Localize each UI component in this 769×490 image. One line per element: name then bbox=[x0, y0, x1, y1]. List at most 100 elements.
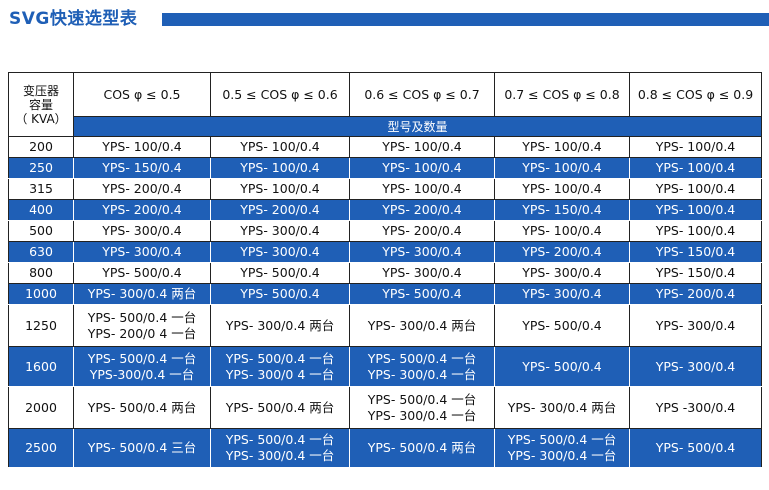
capacity-header-line: 变压器 bbox=[22, 83, 59, 98]
table-row: 400 YPS- 200/0.4 YPS- 200/0.4 YPS- 200/0.4 Y… bbox=[8, 199, 762, 221]
model-cell: YPS- 200/0.4 bbox=[349, 199, 495, 221]
model-cell-line: YPS- 300/0.4 bbox=[655, 317, 736, 333]
model-cell-line: YPS- 500/0.4 两台 bbox=[87, 399, 197, 415]
model-cell: YPS- 500/0.4 一台 YPS-300/0.4 一台 bbox=[73, 346, 211, 387]
model-cell-line: YPS- 100/0.4 bbox=[240, 181, 320, 196]
model-cell-line: YPS- 100/0.4 bbox=[655, 202, 736, 217]
model-cell-line: YPS- 500/0.4 一台 bbox=[87, 309, 197, 325]
model-cell: YPS- 100/0.4 bbox=[210, 136, 350, 158]
title-row: SVG快速选型表 bbox=[0, 6, 769, 32]
table-row: 1600 YPS- 500/0.4 一台 YPS-300/0.4 一台 YPS- 50… bbox=[8, 346, 762, 387]
model-cell-line: YPS- 200/0 4 一台 bbox=[87, 325, 197, 341]
model-cell-line: YPS- 100/0.4 bbox=[240, 160, 320, 175]
capacity-cell: 1600 bbox=[8, 346, 74, 387]
model-cell: YPS- 500/0.4 两台 bbox=[210, 386, 350, 429]
model-cell-line: YPS- 100/0.4 bbox=[240, 139, 320, 154]
capacity-cell: 1000 bbox=[8, 283, 74, 305]
model-cell-line: YPS- 200/0.4 bbox=[655, 286, 736, 301]
model-cell-line: YPS- 300/0.4 bbox=[102, 244, 182, 259]
model-cell-line: YPS- 300/0.4 bbox=[382, 244, 462, 259]
model-cell-line: YPS- 100/0.4 bbox=[102, 139, 182, 154]
model-cell-line: YPS- 200/0.4 bbox=[102, 202, 182, 217]
model-cell: YPS- 100/0.4 bbox=[349, 157, 495, 179]
model-cell-line: YPS- 500/0.4 一台 bbox=[367, 391, 477, 407]
table-row: 800 YPS- 500/0.4 YPS- 500/0.4 YPS- 300/0.4 Y… bbox=[8, 262, 762, 284]
capacity-cell: 315 bbox=[8, 178, 74, 200]
model-cell-line: YPS- 100/0.4 bbox=[522, 223, 602, 238]
model-cell-line: YPS- 300/0.4 bbox=[655, 358, 736, 374]
model-cell-line: YPS- 300/0.4 bbox=[522, 286, 602, 301]
model-cell-line: YPS- 150/0.4 bbox=[522, 202, 602, 217]
model-cell: YPS- 500/0.4 一台 YPS- 300/0 4 一台 bbox=[210, 346, 350, 387]
model-cell-line: YPS- 300/0 4 一台 bbox=[225, 366, 335, 382]
model-cell: YPS- 200/0.4 bbox=[73, 178, 211, 200]
model-cell: YPS- 500/0.4 一台 YPS- 300/0.4 一台 bbox=[210, 428, 350, 468]
model-cell-line: YPS- 200/0.4 bbox=[102, 181, 182, 196]
model-cell: YPS- 500/0.4 两台 bbox=[349, 428, 495, 468]
model-cell: YPS- 300/0.4 bbox=[349, 241, 495, 263]
model-cell: YPS- 300/0.4 两台 bbox=[349, 304, 495, 347]
model-cell-line: YPS- 500/0.4 三台 bbox=[87, 440, 197, 455]
model-cell-line: YPS- 300/0.4 两台 bbox=[507, 399, 617, 415]
page-title: SVG快速选型表 bbox=[9, 9, 138, 29]
table-row: 630 YPS- 300/0.4 YPS- 300/0.4 YPS- 300/0.4 Y… bbox=[8, 241, 762, 263]
model-quantity-subheader: 型号及数量 bbox=[73, 116, 762, 137]
capacity-header-line: （ KVA） bbox=[15, 111, 67, 126]
capacity-cell: 2500 bbox=[8, 428, 74, 468]
model-cell-line: YPS- 500/0.4 两台 bbox=[367, 440, 477, 455]
model-cell-line: YPS- 500/0.4 bbox=[522, 358, 602, 374]
model-cell-line: YPS- 500/0.4 一台 bbox=[225, 432, 335, 447]
model-cell: YPS- 150/0.4 bbox=[494, 199, 630, 221]
model-cell: YPS- 100/0.4 bbox=[210, 157, 350, 179]
model-cell-line: YPS- 500/0.4 bbox=[102, 265, 182, 280]
model-cell-line: YPS- 300/0.4 bbox=[240, 223, 320, 238]
model-cell-line: YPS- 100/0.4 bbox=[655, 139, 736, 154]
model-cell-line: YPS- 300/0.4 一台 bbox=[367, 407, 477, 423]
model-cell: YPS- 100/0.4 bbox=[349, 178, 495, 200]
model-cell: YPS- 300/0.4 bbox=[210, 220, 350, 242]
capacity-cell: 2000 bbox=[8, 386, 74, 429]
table-body: 200 YPS- 100/0.4 YPS- 100/0.4 YPS- 100/0.4 Y… bbox=[8, 136, 762, 468]
model-cell-line: YPS- 300/0.4 bbox=[240, 244, 320, 259]
model-cell: YPS- 300/0.4 bbox=[73, 241, 211, 263]
model-cell: YPS- 500/0.4 bbox=[210, 283, 350, 305]
model-cell-line: YPS- 300/0.4 两台 bbox=[87, 286, 197, 301]
model-cell: YPS- 500/0.4 一台 YPS- 300/0.4 一台 bbox=[494, 428, 630, 468]
model-cell-line: YPS- 300/0.4 一台 bbox=[225, 448, 335, 463]
model-cell: YPS- 200/0.4 bbox=[210, 199, 350, 221]
model-cell: YPS- 100/0.4 bbox=[629, 157, 762, 179]
model-cell: YPS- 300/0.4 bbox=[494, 283, 630, 305]
capacity-cell: 800 bbox=[8, 262, 74, 284]
model-cell: YPS- 300/0.4 两台 bbox=[210, 304, 350, 347]
table-row: 1250 YPS- 500/0.4 一台 YPS- 200/0 4 一台 YPS- 3… bbox=[8, 304, 762, 347]
model-cell: YPS- 500/0.4 一台 YPS- 300/0.4 一台 bbox=[349, 346, 495, 387]
model-cell: YPS- 100/0.4 bbox=[494, 178, 630, 200]
model-cell-line: YPS- 500/0.4 bbox=[382, 286, 462, 301]
model-cell: YPS- 500/0.4 bbox=[73, 262, 211, 284]
model-cell-line: YPS- 500/0.4 bbox=[240, 265, 320, 280]
model-cell: YPS- 100/0.4 bbox=[349, 136, 495, 158]
model-cell: YPS- 200/0.4 bbox=[494, 241, 630, 263]
model-cell-line: YPS- 150/0.4 bbox=[655, 265, 736, 280]
model-cell-line: YPS- 500/0.4 一台 bbox=[367, 350, 477, 366]
model-cell-line: YPS- 100/0.4 bbox=[655, 160, 736, 175]
selection-table-wrap: 变压器 容量 （ KVA） COS φ ≤ 0.5 0.5 ≤ COS φ ≤ … bbox=[8, 72, 762, 468]
model-cell: YPS- 500/0.4 一台 YPS- 300/0.4 一台 bbox=[349, 386, 495, 429]
model-cell-line: YPS- 300/0.4 bbox=[522, 265, 602, 280]
model-cell: YPS- 300/0.4 bbox=[494, 262, 630, 284]
model-cell: YPS- 500/0.4 bbox=[494, 304, 630, 347]
model-cell-line: YPS- 500/0.4 两台 bbox=[225, 399, 335, 415]
selection-table: 变压器 容量 （ KVA） COS φ ≤ 0.5 0.5 ≤ COS φ ≤ … bbox=[8, 72, 762, 468]
model-cell: YPS- 500/0.4 bbox=[629, 428, 762, 468]
model-cell: YPS- 300/0.4 bbox=[629, 346, 762, 387]
model-cell: YPS- 150/0.4 bbox=[629, 262, 762, 284]
capacity-cell: 200 bbox=[8, 136, 74, 158]
model-cell-line: YPS- 100/0.4 bbox=[382, 139, 462, 154]
model-cell-line: YPS- 300/0.4 一台 bbox=[367, 366, 477, 382]
model-cell-line: YPS- 100/0.4 bbox=[382, 181, 462, 196]
model-cell: YPS- 150/0.4 bbox=[73, 157, 211, 179]
model-cell: YPS- 100/0.4 bbox=[629, 178, 762, 200]
column-header: 0.5 ≤ COS φ ≤ 0.6 bbox=[210, 72, 350, 117]
model-cell-line: YPS- 100/0.4 bbox=[655, 181, 736, 196]
table-row: 200 YPS- 100/0.4 YPS- 100/0.4 YPS- 100/0.4 Y… bbox=[8, 136, 762, 158]
